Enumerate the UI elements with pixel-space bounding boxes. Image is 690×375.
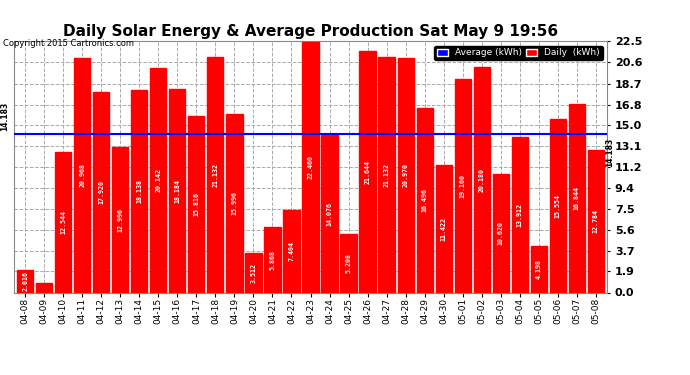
Text: 13.912: 13.912 — [517, 203, 523, 227]
Bar — [531, 246, 546, 292]
Text: 12.784: 12.784 — [593, 209, 599, 233]
Text: 21.644: 21.644 — [364, 160, 371, 184]
Bar — [397, 58, 414, 292]
Bar — [550, 119, 566, 292]
Text: 17.920: 17.920 — [98, 180, 104, 204]
Text: 16.844: 16.844 — [574, 186, 580, 210]
Text: 10.620: 10.620 — [497, 221, 504, 245]
Bar — [36, 283, 52, 292]
Bar — [188, 116, 204, 292]
Text: 12.544: 12.544 — [60, 210, 66, 234]
Text: 21.132: 21.132 — [384, 162, 390, 186]
Text: 20.970: 20.970 — [402, 164, 408, 188]
Text: 2.016: 2.016 — [22, 271, 28, 291]
Bar — [226, 114, 242, 292]
Bar — [284, 210, 299, 292]
Text: 16.496: 16.496 — [422, 188, 428, 212]
Text: 20.180: 20.180 — [479, 168, 484, 192]
Text: 7.404: 7.404 — [288, 241, 295, 261]
Bar — [150, 68, 166, 292]
Bar — [569, 104, 585, 292]
Bar — [435, 165, 452, 292]
Text: 5.208: 5.208 — [346, 254, 351, 273]
Bar — [302, 42, 319, 292]
Bar — [340, 234, 357, 292]
Title: Daily Solar Energy & Average Production Sat May 9 19:56: Daily Solar Energy & Average Production … — [63, 24, 558, 39]
Bar — [473, 67, 490, 292]
Bar — [207, 57, 224, 292]
Text: 21.132: 21.132 — [213, 162, 219, 186]
Bar — [169, 90, 186, 292]
Text: 19.160: 19.160 — [460, 174, 466, 198]
Bar — [511, 137, 528, 292]
Text: 15.996: 15.996 — [231, 191, 237, 215]
Bar — [417, 108, 433, 292]
Bar — [112, 147, 128, 292]
Text: 18.184: 18.184 — [175, 179, 180, 203]
Bar — [322, 135, 337, 292]
Text: 11.422: 11.422 — [441, 217, 446, 241]
Bar — [455, 78, 471, 292]
Bar — [93, 92, 110, 292]
Bar — [264, 227, 281, 292]
Legend: Average (kWh), Daily  (kWh): Average (kWh), Daily (kWh) — [434, 46, 602, 60]
Text: 14.183: 14.183 — [605, 138, 614, 167]
Bar — [17, 270, 33, 292]
Text: 3.512: 3.512 — [250, 263, 257, 283]
Text: 15.554: 15.554 — [555, 194, 561, 217]
Text: 18.138: 18.138 — [137, 179, 142, 203]
Text: 14.076: 14.076 — [326, 202, 333, 226]
Bar — [75, 58, 90, 292]
Bar — [493, 174, 509, 292]
Bar — [588, 150, 604, 292]
Text: 20.968: 20.968 — [79, 164, 86, 188]
Text: 14.183: 14.183 — [0, 102, 9, 131]
Bar — [131, 90, 148, 292]
Text: 5.868: 5.868 — [270, 250, 275, 270]
Text: Copyright 2015 Cartronics.com: Copyright 2015 Cartronics.com — [3, 39, 135, 48]
Text: 4.198: 4.198 — [535, 259, 542, 279]
Bar — [246, 253, 262, 292]
Text: 22.460: 22.460 — [308, 155, 313, 179]
Text: 15.816: 15.816 — [193, 192, 199, 216]
Bar — [359, 51, 375, 292]
Bar — [55, 152, 71, 292]
Text: 20.142: 20.142 — [155, 168, 161, 192]
Text: 12.996: 12.996 — [117, 208, 124, 232]
Bar — [379, 57, 395, 292]
